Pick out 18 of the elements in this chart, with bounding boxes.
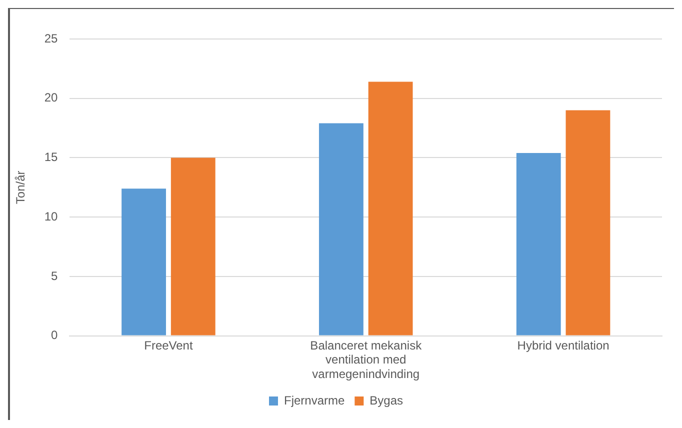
y-tick-label: 20 bbox=[44, 90, 58, 105]
bar bbox=[516, 152, 561, 336]
legend-label: Fjernvarme bbox=[284, 393, 345, 408]
x-tick-label: Balanceret mekanisk ventilation med varmegenindvinding bbox=[310, 338, 423, 382]
bar bbox=[566, 110, 610, 336]
bar bbox=[122, 188, 166, 336]
y-tick-label: 5 bbox=[51, 268, 58, 283]
bar bbox=[170, 158, 216, 336]
y-tick-label: 25 bbox=[44, 31, 58, 46]
y-axis-title: Ton/år bbox=[14, 170, 28, 204]
bar bbox=[318, 123, 364, 336]
y-tick-label: 0 bbox=[51, 328, 58, 342]
bar bbox=[368, 82, 413, 336]
y-tick-label: 10 bbox=[44, 209, 58, 224]
x-tick-label: Hybrid ventilation bbox=[517, 338, 610, 352]
y-tick-label: 15 bbox=[44, 150, 58, 164]
x-tick-label: FreeVent bbox=[144, 338, 194, 352]
legend-label: Bygas bbox=[370, 393, 404, 408]
